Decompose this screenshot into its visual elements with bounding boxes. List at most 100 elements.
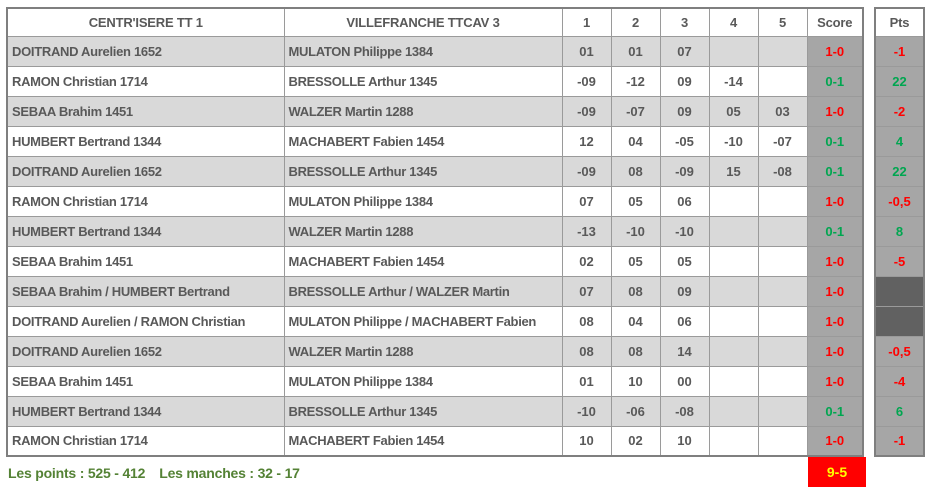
match-row: DOITRAND Aurelien 1652 MULATON Philippe 1… xyxy=(6,35,864,67)
pts-cell: -4 xyxy=(874,365,925,397)
set-score-cell xyxy=(708,35,759,67)
pts-cell: 8 xyxy=(874,215,925,247)
away-player-cell: MACHABERT Fabien 1454 xyxy=(283,245,563,277)
set-score-cell: 12 xyxy=(561,125,612,157)
set-score-cell xyxy=(757,275,808,307)
away-player-cell: MACHABERT Fabien 1454 xyxy=(283,125,563,157)
match-row: SEBAA Brahim 1451 MACHABERT Fabien 1454 02… xyxy=(6,245,864,277)
set-score-cell: -06 xyxy=(610,395,661,427)
team-home-header: CENTR'ISERE TT 1 xyxy=(6,7,285,37)
match-row: HUMBERT Bertrand 1344 MACHABERT Fabien 14… xyxy=(6,125,864,157)
match-row: SEBAA Brahim 1451 WALZER Martin 1288 -09 -0… xyxy=(6,95,864,127)
set-score-cell: 03 xyxy=(757,95,808,127)
set-score-cell: 06 xyxy=(659,305,710,337)
match-row: RAMON Christian 1714 BRESSOLLE Arthur 134… xyxy=(6,65,864,97)
set-score-cell: -14 xyxy=(708,65,759,97)
totals-summary: Les points : 525 - 412 Les manches : 32 -… xyxy=(8,457,314,489)
points-summary: Les points : 525 - 412 xyxy=(8,465,146,481)
set-score-cell: -09 xyxy=(561,65,612,97)
set-score-cell: 04 xyxy=(610,125,661,157)
set-score-cell: 01 xyxy=(610,35,661,67)
pts-cell xyxy=(874,305,925,337)
home-player-cell: SEBAA Brahim 1451 xyxy=(6,95,285,127)
pts-row: -0,5 xyxy=(874,185,925,217)
match-score-cell: 1-0 xyxy=(806,275,864,307)
match-score-cell: 0-1 xyxy=(806,395,864,427)
home-player-cell: SEBAA Brahim / HUMBERT Bertrand xyxy=(6,275,285,307)
away-player-cell: MULATON Philippe / MACHABERT Fabien xyxy=(283,305,563,337)
set-score-cell: 08 xyxy=(610,155,661,187)
pts-cell: -1 xyxy=(874,35,925,67)
set-score-cell: -10 xyxy=(708,125,759,157)
away-player-cell: BRESSOLLE Arthur 1345 xyxy=(283,155,563,187)
set-score-cell xyxy=(708,425,759,457)
pts-table-header: Pts xyxy=(874,7,925,37)
set-score-cell: -07 xyxy=(757,125,808,157)
match-score-cell: 1-0 xyxy=(806,35,864,67)
set-score-cell: 05 xyxy=(708,95,759,127)
match-table: CENTR'ISERE TT 1 VILLEFRANCHE TTCAV 3 1 … xyxy=(6,7,864,457)
pts-cell: -1 xyxy=(874,425,925,457)
pts-row: 22 xyxy=(874,155,925,187)
set4-header: 4 xyxy=(708,7,759,37)
set-score-cell xyxy=(757,185,808,217)
away-player-cell: MACHABERT Fabien 1454 xyxy=(283,425,563,457)
match-score-cell: 1-0 xyxy=(806,305,864,337)
set-score-cell: 02 xyxy=(561,245,612,277)
set-score-cell: -07 xyxy=(610,95,661,127)
set-score-cell xyxy=(708,335,759,367)
pts-row: 8 xyxy=(874,215,925,247)
set-score-cell: 01 xyxy=(561,365,612,397)
pts-row: -4 xyxy=(874,365,925,397)
set-score-cell xyxy=(757,245,808,277)
set-score-cell: 05 xyxy=(610,185,661,217)
pts-cell: -0,5 xyxy=(874,335,925,367)
match-row: HUMBERT Bertrand 1344 BRESSOLLE Arthur 13… xyxy=(6,395,864,427)
set-score-cell: -13 xyxy=(561,215,612,247)
set-score-cell: 01 xyxy=(561,35,612,67)
match-row: HUMBERT Bertrand 1344 WALZER Martin 1288-… xyxy=(6,215,864,247)
set-score-cell xyxy=(757,215,808,247)
match-score-cell: 0-1 xyxy=(806,155,864,187)
set3-header: 3 xyxy=(659,7,710,37)
set-score-cell: -10 xyxy=(561,395,612,427)
set-score-cell: 00 xyxy=(659,365,710,397)
pts-row: -0,5 xyxy=(874,335,925,367)
set1-header: 1 xyxy=(561,7,612,37)
set-score-cell: 09 xyxy=(659,65,710,97)
manches-summary: Les manches : 32 - 17 xyxy=(159,465,300,481)
match-score-cell: 1-0 xyxy=(806,95,864,127)
match-score-cell: 0-1 xyxy=(806,125,864,157)
set-score-cell: 07 xyxy=(561,185,612,217)
pts-row: -2 xyxy=(874,95,925,127)
match-row: DOITRAND Aurelien 1652 WALZER Martin 1288… xyxy=(6,335,864,367)
away-player-cell: BRESSOLLE Arthur / WALZER Martin xyxy=(283,275,563,307)
match-row: RAMON Christian 1714 MULATON Philippe 138… xyxy=(6,185,864,217)
pts-row xyxy=(874,305,925,337)
pts-row: 4 xyxy=(874,125,925,157)
set-score-cell: 04 xyxy=(610,305,661,337)
home-player-cell: RAMON Christian 1714 xyxy=(6,65,285,97)
set-score-cell: -10 xyxy=(610,215,661,247)
match-score-cell: 1-0 xyxy=(806,365,864,397)
set-score-cell xyxy=(708,185,759,217)
set-score-cell xyxy=(757,65,808,97)
set-score-cell xyxy=(757,305,808,337)
set-score-cell: 10 xyxy=(561,425,612,457)
home-player-cell: DOITRAND Aurelien 1652 xyxy=(6,35,285,67)
set-score-cell: 06 xyxy=(659,185,710,217)
set-score-cell: -09 xyxy=(561,155,612,187)
set-score-cell: 08 xyxy=(561,335,612,367)
match-score-cell: 1-0 xyxy=(806,425,864,457)
away-player-cell: MULATON Philippe 1384 xyxy=(283,365,563,397)
home-player-cell: SEBAA Brahim 1451 xyxy=(6,245,285,277)
match-score-cell: 0-1 xyxy=(806,215,864,247)
tables-row: CENTR'ISERE TT 1 VILLEFRANCHE TTCAV 3 1 … xyxy=(6,7,931,457)
set-score-cell xyxy=(757,335,808,367)
home-player-cell: DOITRAND Aurelien / RAMON Christian xyxy=(6,305,285,337)
set-score-cell: -09 xyxy=(659,155,710,187)
home-player-cell: RAMON Christian 1714 xyxy=(6,185,285,217)
match-score-cell: 1-0 xyxy=(806,245,864,277)
pts-row: -1 xyxy=(874,35,925,67)
